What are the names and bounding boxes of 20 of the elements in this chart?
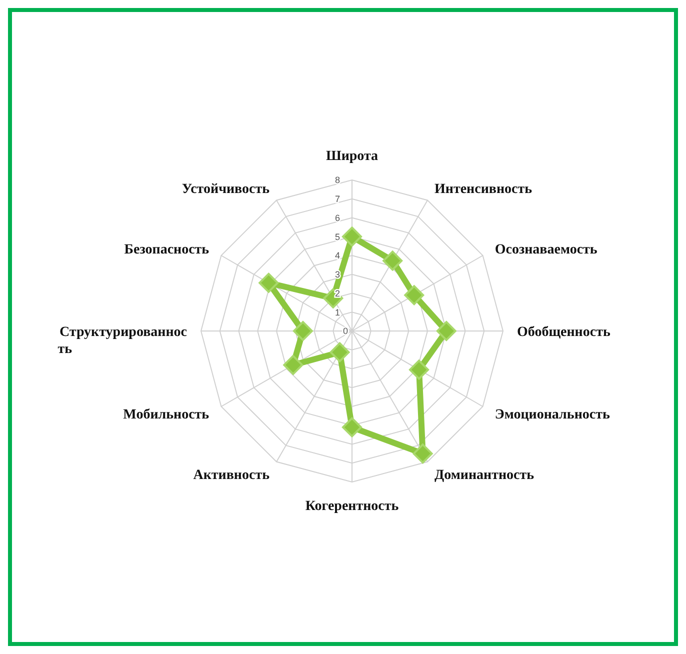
y-tick-label: 7 — [334, 194, 340, 204]
spoke-label: Устойчивость — [182, 182, 270, 198]
y-tick-label: 5 — [334, 232, 340, 242]
spoke-label: Активность — [193, 468, 270, 483]
y-tick-label: 1 — [334, 307, 340, 318]
y-tick-label: 2 — [334, 288, 340, 298]
spoke-label: Обобщенность — [517, 325, 611, 340]
spoke-label: Осознаваемость — [494, 242, 598, 258]
y-tick-label: 4 — [334, 250, 340, 261]
y-tick-label: 0 — [342, 326, 348, 336]
spoke-label: Эмоциональность — [494, 408, 610, 422]
spoke-label: Мобильность — [123, 408, 210, 422]
spoke-label: Когерентность — [305, 499, 400, 514]
spoke-label: Доминантность — [434, 468, 535, 483]
spoke-label: Безопасность — [124, 242, 210, 258]
spoke-label: Структурированность — [58, 325, 187, 357]
y-tick-label: 8 — [334, 175, 340, 186]
spoke-label: Интенсивность — [434, 182, 533, 198]
y-tick-label: 6 — [334, 212, 340, 223]
spoke-label: Широта — [326, 149, 378, 164]
